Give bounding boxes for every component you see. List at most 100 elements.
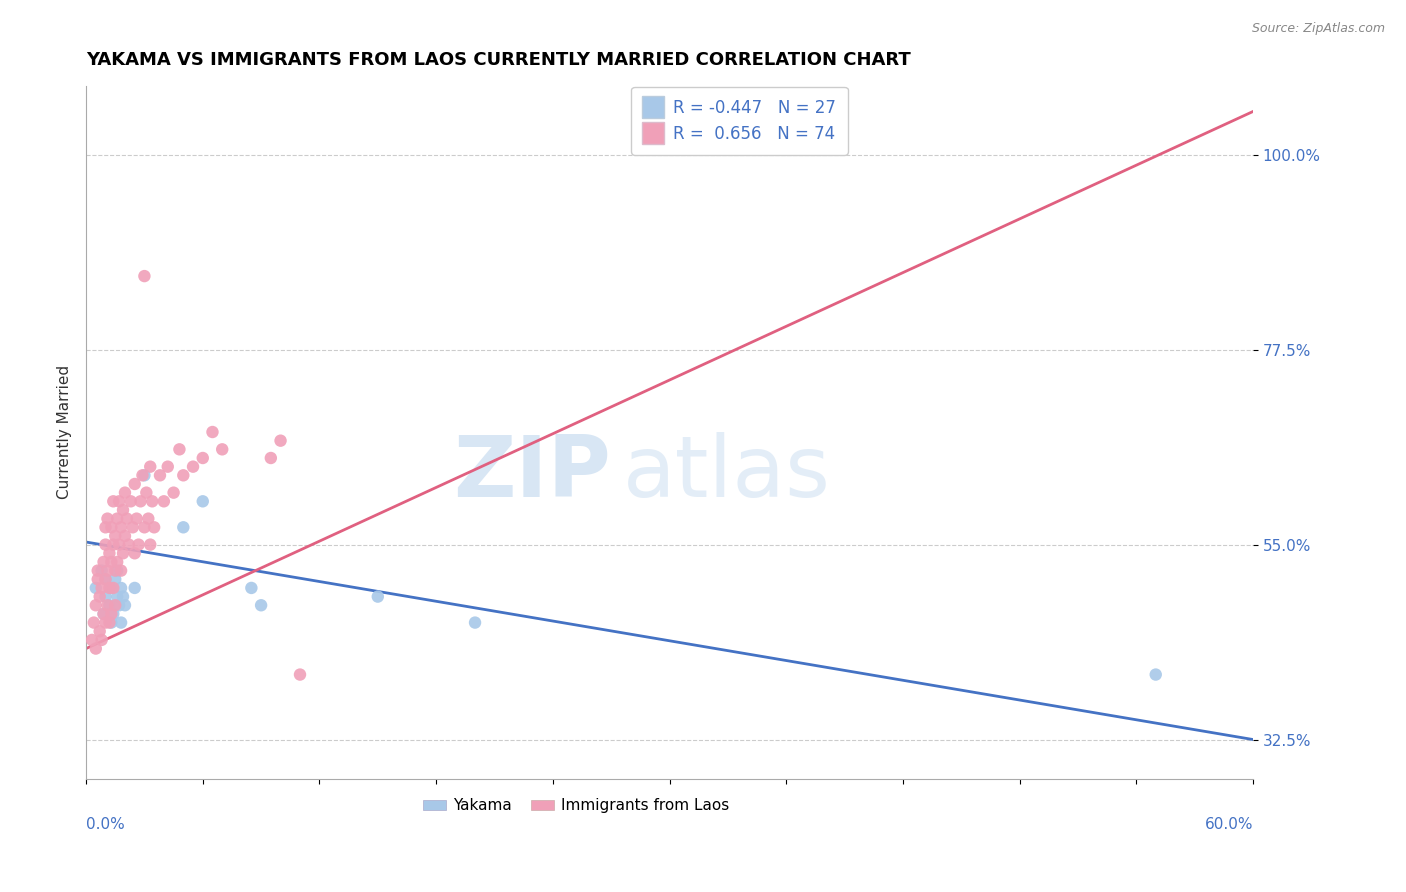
Point [96, 511, 118, 525]
Point [84, 581, 107, 595]
Point [135, 485, 157, 500]
Point [111, 590, 134, 604]
Point [191, 450, 214, 465]
Point [105, 590, 128, 604]
Text: 0.0%: 0.0% [86, 817, 125, 832]
Point [134, 269, 156, 284]
Point [90, 581, 112, 595]
Point [89, 590, 111, 604]
Point [124, 581, 146, 595]
Point [108, 599, 131, 613]
Text: Source: ZipAtlas.com: Source: ZipAtlas.com [1251, 22, 1385, 36]
Point [162, 485, 184, 500]
Point [100, 607, 122, 621]
Point [270, 434, 292, 448]
Point [105, 564, 128, 578]
Point [94, 538, 117, 552]
Point [1144, 667, 1167, 681]
Point [105, 511, 128, 525]
Point [93, 607, 115, 621]
Point [94, 520, 117, 534]
Point [201, 425, 224, 439]
Point [94, 590, 117, 604]
Point [94, 572, 117, 586]
Text: atlas: atlas [623, 432, 831, 515]
Point [124, 477, 146, 491]
Point [153, 494, 176, 508]
Point [114, 599, 136, 613]
Point [80, 632, 103, 647]
Point [96, 599, 118, 613]
Point [156, 459, 179, 474]
Point [96, 564, 118, 578]
Point [139, 538, 162, 552]
Point [121, 520, 143, 534]
Text: ZIP: ZIP [453, 432, 612, 515]
Point [240, 581, 263, 595]
Point [114, 529, 136, 543]
Point [211, 442, 233, 457]
Point [141, 494, 163, 508]
Point [134, 520, 156, 534]
Point [84, 599, 107, 613]
Point [100, 581, 122, 595]
Point [104, 599, 127, 613]
Legend: Yakama, Immigrants from Laos: Yakama, Immigrants from Laos [416, 792, 735, 820]
Point [98, 599, 121, 613]
Point [98, 546, 121, 560]
Point [136, 511, 159, 525]
Point [104, 572, 127, 586]
Point [100, 555, 122, 569]
Point [83, 615, 105, 630]
Point [84, 641, 107, 656]
Point [367, 590, 389, 604]
Point [104, 529, 127, 543]
Point [114, 485, 136, 500]
Point [172, 468, 194, 483]
Point [103, 581, 125, 595]
Point [98, 615, 121, 630]
Point [128, 538, 150, 552]
Point [100, 520, 122, 534]
Point [94, 615, 117, 630]
Point [103, 538, 125, 552]
Point [111, 546, 134, 560]
Point [115, 511, 138, 525]
Point [181, 459, 204, 474]
Point [110, 615, 132, 630]
Point [250, 599, 273, 613]
Point [100, 615, 122, 630]
Point [191, 494, 214, 508]
Point [108, 494, 131, 508]
Point [134, 468, 156, 483]
Point [103, 494, 125, 508]
Point [90, 632, 112, 647]
Point [93, 607, 115, 621]
Point [89, 624, 111, 639]
Point [110, 520, 132, 534]
Y-axis label: Currently Married: Currently Married [58, 365, 72, 500]
Point [110, 564, 132, 578]
Point [104, 564, 127, 578]
Text: 60.0%: 60.0% [1205, 817, 1253, 832]
Point [105, 555, 128, 569]
Point [103, 607, 125, 621]
Point [90, 564, 112, 578]
Point [98, 581, 121, 595]
Point [1184, 823, 1206, 838]
Point [110, 581, 132, 595]
Point [464, 615, 486, 630]
Point [93, 555, 115, 569]
Point [94, 572, 117, 586]
Point [118, 538, 141, 552]
Point [108, 538, 131, 552]
Point [143, 520, 166, 534]
Point [149, 468, 172, 483]
Point [125, 511, 148, 525]
Text: YAKAMA VS IMMIGRANTS FROM LAOS CURRENTLY MARRIED CORRELATION CHART: YAKAMA VS IMMIGRANTS FROM LAOS CURRENTLY… [86, 51, 911, 69]
Point [260, 450, 283, 465]
Point [87, 564, 110, 578]
Point [131, 468, 153, 483]
Point [129, 494, 152, 508]
Point [111, 503, 134, 517]
